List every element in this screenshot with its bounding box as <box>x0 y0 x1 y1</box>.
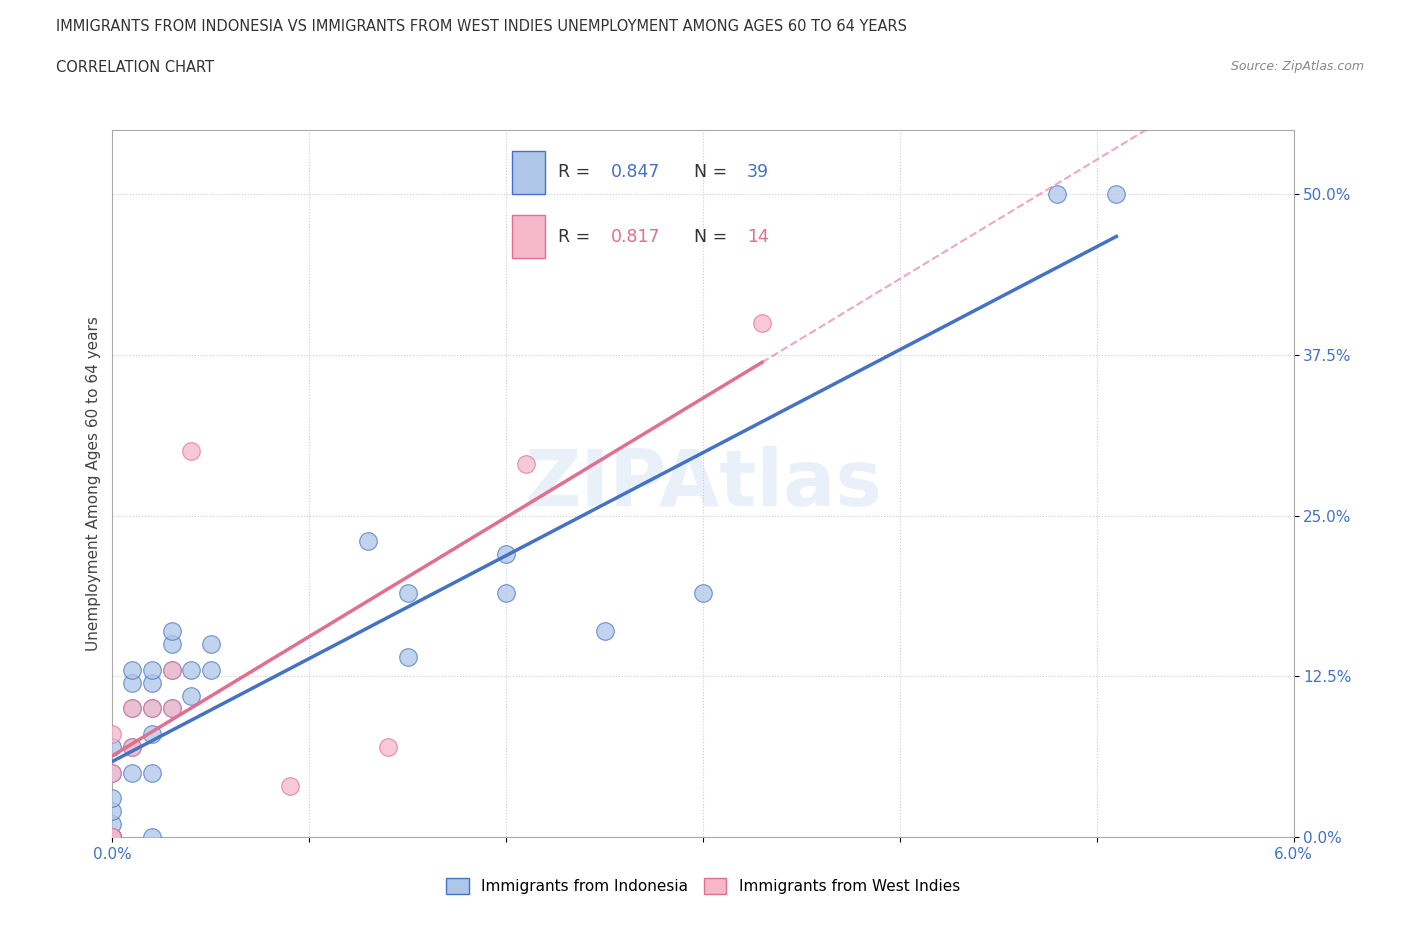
Point <box>160 701 183 716</box>
Point <box>357 534 380 549</box>
Point <box>141 701 163 716</box>
Point <box>396 585 419 600</box>
Point <box>515 457 537 472</box>
Point <box>101 830 124 844</box>
Point <box>160 701 183 716</box>
Point <box>180 688 202 703</box>
Point <box>121 765 143 780</box>
Point <box>101 817 124 831</box>
Text: IMMIGRANTS FROM INDONESIA VS IMMIGRANTS FROM WEST INDIES UNEMPLOYMENT AMONG AGES: IMMIGRANTS FROM INDONESIA VS IMMIGRANTS … <box>56 19 907 33</box>
Point <box>101 739 124 754</box>
Point <box>121 739 143 754</box>
Y-axis label: Unemployment Among Ages 60 to 64 years: Unemployment Among Ages 60 to 64 years <box>86 316 101 651</box>
Point <box>160 662 183 677</box>
Point <box>121 701 143 716</box>
Point <box>121 675 143 690</box>
Point <box>278 778 301 793</box>
Point <box>1105 187 1128 202</box>
Point <box>141 675 163 690</box>
Point <box>101 791 124 806</box>
Point <box>692 585 714 600</box>
Point <box>121 701 143 716</box>
Point <box>141 726 163 741</box>
Text: ZIPAtlas: ZIPAtlas <box>524 445 882 522</box>
Point <box>200 662 222 677</box>
Point <box>495 547 517 562</box>
Point <box>141 701 163 716</box>
Point <box>593 624 616 639</box>
Point <box>141 765 163 780</box>
Point <box>101 765 124 780</box>
Point <box>101 830 124 844</box>
Point <box>396 650 419 665</box>
Text: CORRELATION CHART: CORRELATION CHART <box>56 60 214 75</box>
Point <box>160 624 183 639</box>
Point <box>160 637 183 652</box>
Point <box>1046 187 1069 202</box>
Point <box>141 662 163 677</box>
Point <box>101 830 124 844</box>
Point <box>160 662 183 677</box>
Point <box>180 662 202 677</box>
Point <box>180 444 202 458</box>
Point <box>141 830 163 844</box>
Point <box>101 830 124 844</box>
Point <box>101 830 124 844</box>
Point <box>377 739 399 754</box>
Point <box>101 765 124 780</box>
Point <box>121 739 143 754</box>
Point <box>121 662 143 677</box>
Point <box>200 637 222 652</box>
Legend: Immigrants from Indonesia, Immigrants from West Indies: Immigrants from Indonesia, Immigrants fr… <box>440 871 966 900</box>
Text: Source: ZipAtlas.com: Source: ZipAtlas.com <box>1230 60 1364 73</box>
Point <box>495 585 517 600</box>
Point <box>101 830 124 844</box>
Point <box>101 830 124 844</box>
Point <box>751 315 773 330</box>
Point <box>101 804 124 818</box>
Point <box>101 726 124 741</box>
